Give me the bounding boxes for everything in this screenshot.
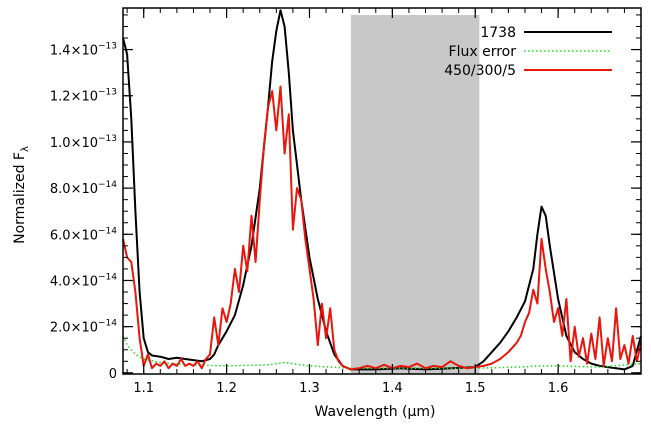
x-tick-label: 1.2 — [216, 381, 237, 396]
series-line-0 — [122, 9, 642, 371]
y-tick-label: 2.0×10−14 — [50, 319, 117, 336]
shaded-region-layer — [350, 15, 480, 374]
legend-label-1: Flux error — [449, 44, 517, 60]
y-tick-label: 6.0×10−14 — [50, 226, 117, 243]
y-axis-label-subscript: λ — [20, 146, 31, 152]
legend-layer: 1738 Flux error 450/300/5 — [444, 25, 612, 79]
x-tick-label: 1.5 — [465, 381, 486, 396]
y-tick-label: 1.0×10−13 — [50, 134, 117, 151]
x-tick-label: 1.4 — [382, 381, 403, 396]
shaded-region — [350, 15, 480, 374]
y-tick-label: 0 — [109, 367, 117, 382]
legend-label-2: 450/300/5 — [444, 63, 516, 79]
x-axis-label: Wavelength (μm) — [315, 404, 436, 420]
plot-frame — [122, 7, 642, 375]
y-axis-label: Normalized Fλ — [12, 146, 31, 244]
y-axis-label-main: Normalized F — [12, 152, 28, 244]
x-tick-label: 1.1 — [133, 381, 154, 396]
series-layer — [122, 9, 642, 371]
y-tick-label: 1.2×10−13 — [50, 88, 117, 105]
y-tick-label: 1.4×10−13 — [50, 42, 117, 59]
legend-label-0: 1738 — [480, 25, 516, 41]
x-tick-label: 1.3 — [299, 381, 320, 396]
series-line-1 — [122, 335, 642, 370]
y-tick-label: 4.0×10−14 — [50, 272, 117, 289]
axes-layer: 1.1 1.2 1.3 1.4 1.5 1.6 0 2.0×10−14 4.0×10−14 6.0… — [50, 7, 642, 396]
series-line-2 — [122, 85, 642, 371]
y-tick-label: 8.0×10−14 — [50, 180, 117, 197]
x-tick-label: 1.6 — [548, 381, 569, 396]
